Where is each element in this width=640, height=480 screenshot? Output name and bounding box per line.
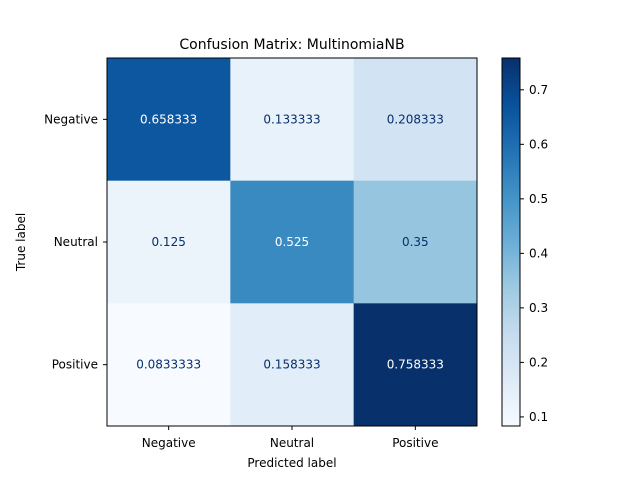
x-axis-ticks: Negative Neutral Positive [142,426,438,450]
heatmap-cell [107,58,231,182]
heatmap-cell [353,303,478,427]
cell-value-label: 0.758333 [387,358,444,372]
y-tick-label: Negative [44,112,98,126]
heatmap-cell [230,58,355,182]
colorbar-ticks: 0.1 0.2 0.3 0.4 0.5 0.6 0.7 [520,83,548,424]
heatmap-cell [230,303,355,427]
cell-value-label: 0.125 [151,235,185,249]
cell-value-label: 0.658333 [140,112,197,126]
heatmap-cell [107,180,231,304]
colorbar-tick-label: 0.1 [529,410,548,424]
cell-value-label: 0.0833333 [136,358,201,372]
y-axis-label: True label [14,213,28,272]
heatmap-cell [107,303,231,427]
colorbar-tick-label: 0.7 [529,83,548,97]
x-tick-label: Negative [142,436,196,450]
heatmap-cell-labels: 0.658333 0.133333 0.208333 0.125 0.525 0.35 0.… [136,112,444,371]
colorbar-tick-label: 0.4 [529,246,548,260]
heatmap-cell [353,58,478,182]
y-axis-ticks: Negative Neutral Positive [44,112,107,372]
cell-value-label: 0.525 [275,235,309,249]
x-tick-label: Positive [392,436,438,450]
y-tick-label: Neutral [54,235,98,249]
heatmap-cell [353,180,478,304]
y-tick-label: Positive [52,358,98,372]
x-axis-label: Predicted label [247,456,336,470]
colorbar-tick-label: 0.5 [529,192,548,206]
colorbar-tick-label: 0.2 [529,355,548,369]
x-tick-label: Neutral [270,436,314,450]
heatmap-cell [230,180,355,304]
colorbar [501,57,521,427]
heatmap-cells [107,58,478,427]
cell-value-label: 0.35 [402,235,429,249]
cell-value-label: 0.208333 [387,112,444,126]
cell-value-label: 0.158333 [263,358,320,372]
chart-title: Confusion Matrix: MultinomiaNB [179,37,404,53]
colorbar-tick-label: 0.3 [529,301,548,315]
colorbar-tick-label: 0.6 [529,137,548,151]
cell-value-label: 0.133333 [263,112,320,126]
